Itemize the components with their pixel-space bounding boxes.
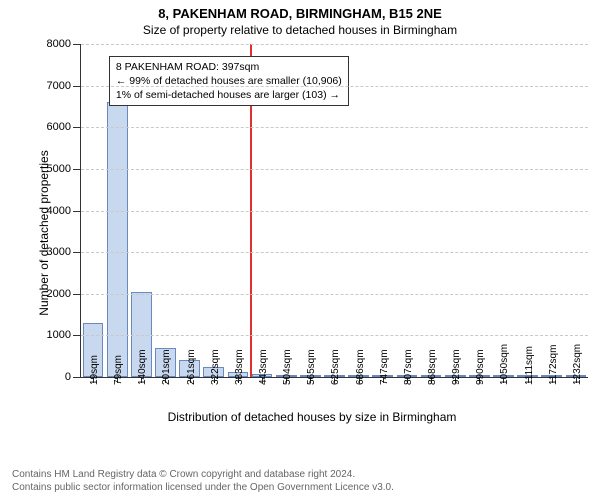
annotation-line-1: 8 PAKENHAM ROAD: 397sqm xyxy=(116,60,342,74)
x-tick-label: 686sqm xyxy=(355,349,366,385)
x-tick-label: 504sqm xyxy=(282,349,293,385)
x-tick-label: 990sqm xyxy=(475,349,486,385)
y-tick-label: 2000 xyxy=(47,288,81,300)
annotation-line-3: 1% of semi-detached houses are larger (1… xyxy=(116,88,342,102)
x-tick-label: 1111sqm xyxy=(524,346,535,385)
x-tick-label: 1232sqm xyxy=(572,344,583,385)
gridline xyxy=(81,169,588,170)
x-tick-label: 201sqm xyxy=(161,349,172,385)
x-tick-label: 868sqm xyxy=(427,349,438,385)
y-tick-label: 0 xyxy=(65,371,81,383)
annotation-box: 8 PAKENHAM ROAD: 397sqm ← 99% of detache… xyxy=(109,56,349,107)
footer-line-1: Contains HM Land Registry data © Crown c… xyxy=(12,468,394,481)
x-tick-label: 79sqm xyxy=(113,355,124,385)
y-tick-label: 6000 xyxy=(47,121,81,133)
gridline xyxy=(81,335,588,336)
x-tick-label: 1050sqm xyxy=(499,344,510,385)
x-tick-label: 383sqm xyxy=(234,349,245,385)
gridline xyxy=(81,252,588,253)
plot-area: 19sqm79sqm140sqm201sqm261sqm322sqm383sqm… xyxy=(80,44,588,378)
x-tick-label: 443sqm xyxy=(258,349,269,385)
gridline xyxy=(81,44,588,45)
y-tick-label: 7000 xyxy=(47,80,81,92)
chart-title-sub: Size of property relative to detached ho… xyxy=(0,21,600,41)
y-tick-label: 1000 xyxy=(47,329,81,341)
x-tick-label: 261sqm xyxy=(186,349,197,385)
gridline xyxy=(81,86,588,87)
footer-line-2: Contains public sector information licen… xyxy=(12,481,394,494)
y-tick-label: 8000 xyxy=(47,38,81,50)
y-tick-label: 5000 xyxy=(47,163,81,175)
gridline xyxy=(81,294,588,295)
gridline xyxy=(81,211,588,212)
x-tick-label: 322sqm xyxy=(210,349,221,385)
y-tick-label: 4000 xyxy=(47,205,81,217)
gridline xyxy=(81,127,588,128)
footer-attribution: Contains HM Land Registry data © Crown c… xyxy=(12,468,394,494)
x-tick-label: 625sqm xyxy=(330,349,341,385)
x-tick-label: 19sqm xyxy=(89,355,100,385)
x-tick-label: 565sqm xyxy=(306,349,317,385)
x-tick-label: 929sqm xyxy=(451,349,462,385)
x-axis-label: Distribution of detached houses by size … xyxy=(36,410,588,424)
x-tick-label: 1172sqm xyxy=(548,345,559,385)
chart-area: Number of detached properties 19sqm79sqm… xyxy=(36,44,588,422)
y-tick-label: 3000 xyxy=(47,246,81,258)
x-tick-label: 140sqm xyxy=(137,349,148,385)
x-tick-label: 807sqm xyxy=(403,349,414,385)
chart-title-main: 8, PAKENHAM ROAD, BIRMINGHAM, B15 2NE xyxy=(0,0,600,21)
x-tick-label: 747sqm xyxy=(379,349,390,385)
